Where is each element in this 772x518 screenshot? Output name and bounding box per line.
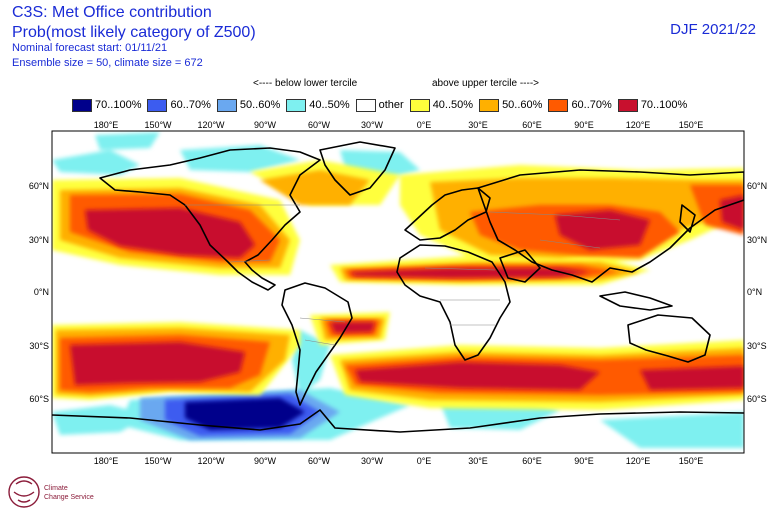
lat-label-right: 60°N <box>747 181 767 191</box>
legend-item: 40..50% <box>409 98 474 112</box>
legend-swatch <box>355 98 376 112</box>
forecast-start: Nominal forecast start: 01/11/21 <box>12 42 168 54</box>
legend-label: 40..50% <box>432 99 474 111</box>
lat-label-right: 30°N <box>747 235 767 245</box>
lat-label-right: 0°N <box>747 287 762 297</box>
lat-label-left: 60°N <box>29 181 49 191</box>
legend-swatch <box>286 98 307 112</box>
legend: 70..100% 60..70% 50..60% 40..50% other 4… <box>72 97 693 113</box>
logo-line-1: Climate <box>44 485 68 492</box>
legend-item: 50..60% <box>479 98 543 112</box>
lat-label-left: 0°N <box>34 287 49 297</box>
lon-label-bottom: 180°E <box>94 456 119 466</box>
lon-label-top: 90°W <box>254 120 277 130</box>
lon-label-bottom: 120°E <box>626 456 651 466</box>
chart-subtitle: Prob(most likely category of Z500) <box>12 24 256 41</box>
legend-item: 70..100% <box>617 98 688 112</box>
legend-label: 50..60% <box>502 99 543 111</box>
lon-label-bottom: 60°E <box>522 456 542 466</box>
legend-swatch <box>409 98 430 112</box>
probability-fields <box>52 131 744 453</box>
lon-label-top: 90°E <box>574 120 594 130</box>
legend-item: 60..70% <box>548 98 612 112</box>
lat-label-right: 60°S <box>747 394 767 404</box>
lon-label-top: 180°E <box>94 120 119 130</box>
lon-label-top: 30°W <box>361 120 384 130</box>
lon-label-bottom: 120°W <box>197 456 225 466</box>
legend-label: 60..70% <box>170 99 211 111</box>
lon-label-top: 150°E <box>679 120 704 130</box>
lon-label-bottom: 0°E <box>417 456 432 466</box>
lon-label-bottom: 60°W <box>308 456 331 466</box>
lon-label-bottom: 90°E <box>574 456 594 466</box>
lat-label-right: 30°S <box>747 341 767 351</box>
legend-item: other <box>355 98 404 112</box>
axis-labels: 180°E 150°W 120°W 90°W 60°W 30°W 0°E 30°… <box>29 120 767 466</box>
legend-swatch <box>548 98 569 112</box>
above-tercile-label: above upper tercile ----> <box>432 78 539 89</box>
legend-item: 40..50% <box>286 98 350 112</box>
legend-label: 60..70% <box>571 99 612 111</box>
season-label: DJF 2021/22 <box>670 21 756 38</box>
lat-label-left: 30°S <box>29 341 49 351</box>
legend-label: 70..100% <box>640 99 688 111</box>
legend-label: 50..60% <box>239 99 281 111</box>
lon-label-top: 60°W <box>308 120 331 130</box>
legend-swatch <box>479 98 500 112</box>
lon-label-bottom: 150°W <box>144 456 172 466</box>
legend-label: 40..50% <box>309 99 350 111</box>
lon-label-top: 150°W <box>144 120 172 130</box>
chart-title: C3S: Met Office contribution <box>12 4 212 21</box>
legend-label: 70..100% <box>95 99 142 111</box>
legend-swatch <box>147 98 168 112</box>
lon-label-top: 120°W <box>197 120 225 130</box>
lon-label-top: 0°E <box>417 120 432 130</box>
lon-label-top: 30°E <box>468 120 488 130</box>
legend-item: 50..60% <box>216 98 281 112</box>
legend-swatch <box>72 98 92 112</box>
lon-label-top: 120°E <box>626 120 651 130</box>
lon-label-bottom: 150°E <box>679 456 704 466</box>
country-borders <box>185 204 621 346</box>
lat-label-left: 30°N <box>29 235 49 245</box>
legend-item: 70..100% <box>72 98 142 112</box>
copernicus-logo: Climate Change Service <box>8 476 94 508</box>
legend-swatch <box>216 98 237 112</box>
coastlines <box>52 141 744 433</box>
lon-label-bottom: 30°W <box>361 456 384 466</box>
legend-item: 60..70% <box>147 98 211 112</box>
below-tercile-label: <---- below lower tercile <box>253 78 358 89</box>
logo-line-2: Change Service <box>44 494 94 501</box>
lon-label-bottom: 30°E <box>468 456 488 466</box>
ensemble-size: Ensemble size = 50, climate size = 672 <box>12 57 203 69</box>
legend-label: other <box>378 99 404 111</box>
lon-label-top: 60°E <box>522 120 542 130</box>
legend-swatch <box>617 98 638 112</box>
map-frame <box>51 130 745 454</box>
lat-label-left: 60°S <box>29 394 49 404</box>
lon-label-bottom: 90°W <box>254 456 277 466</box>
